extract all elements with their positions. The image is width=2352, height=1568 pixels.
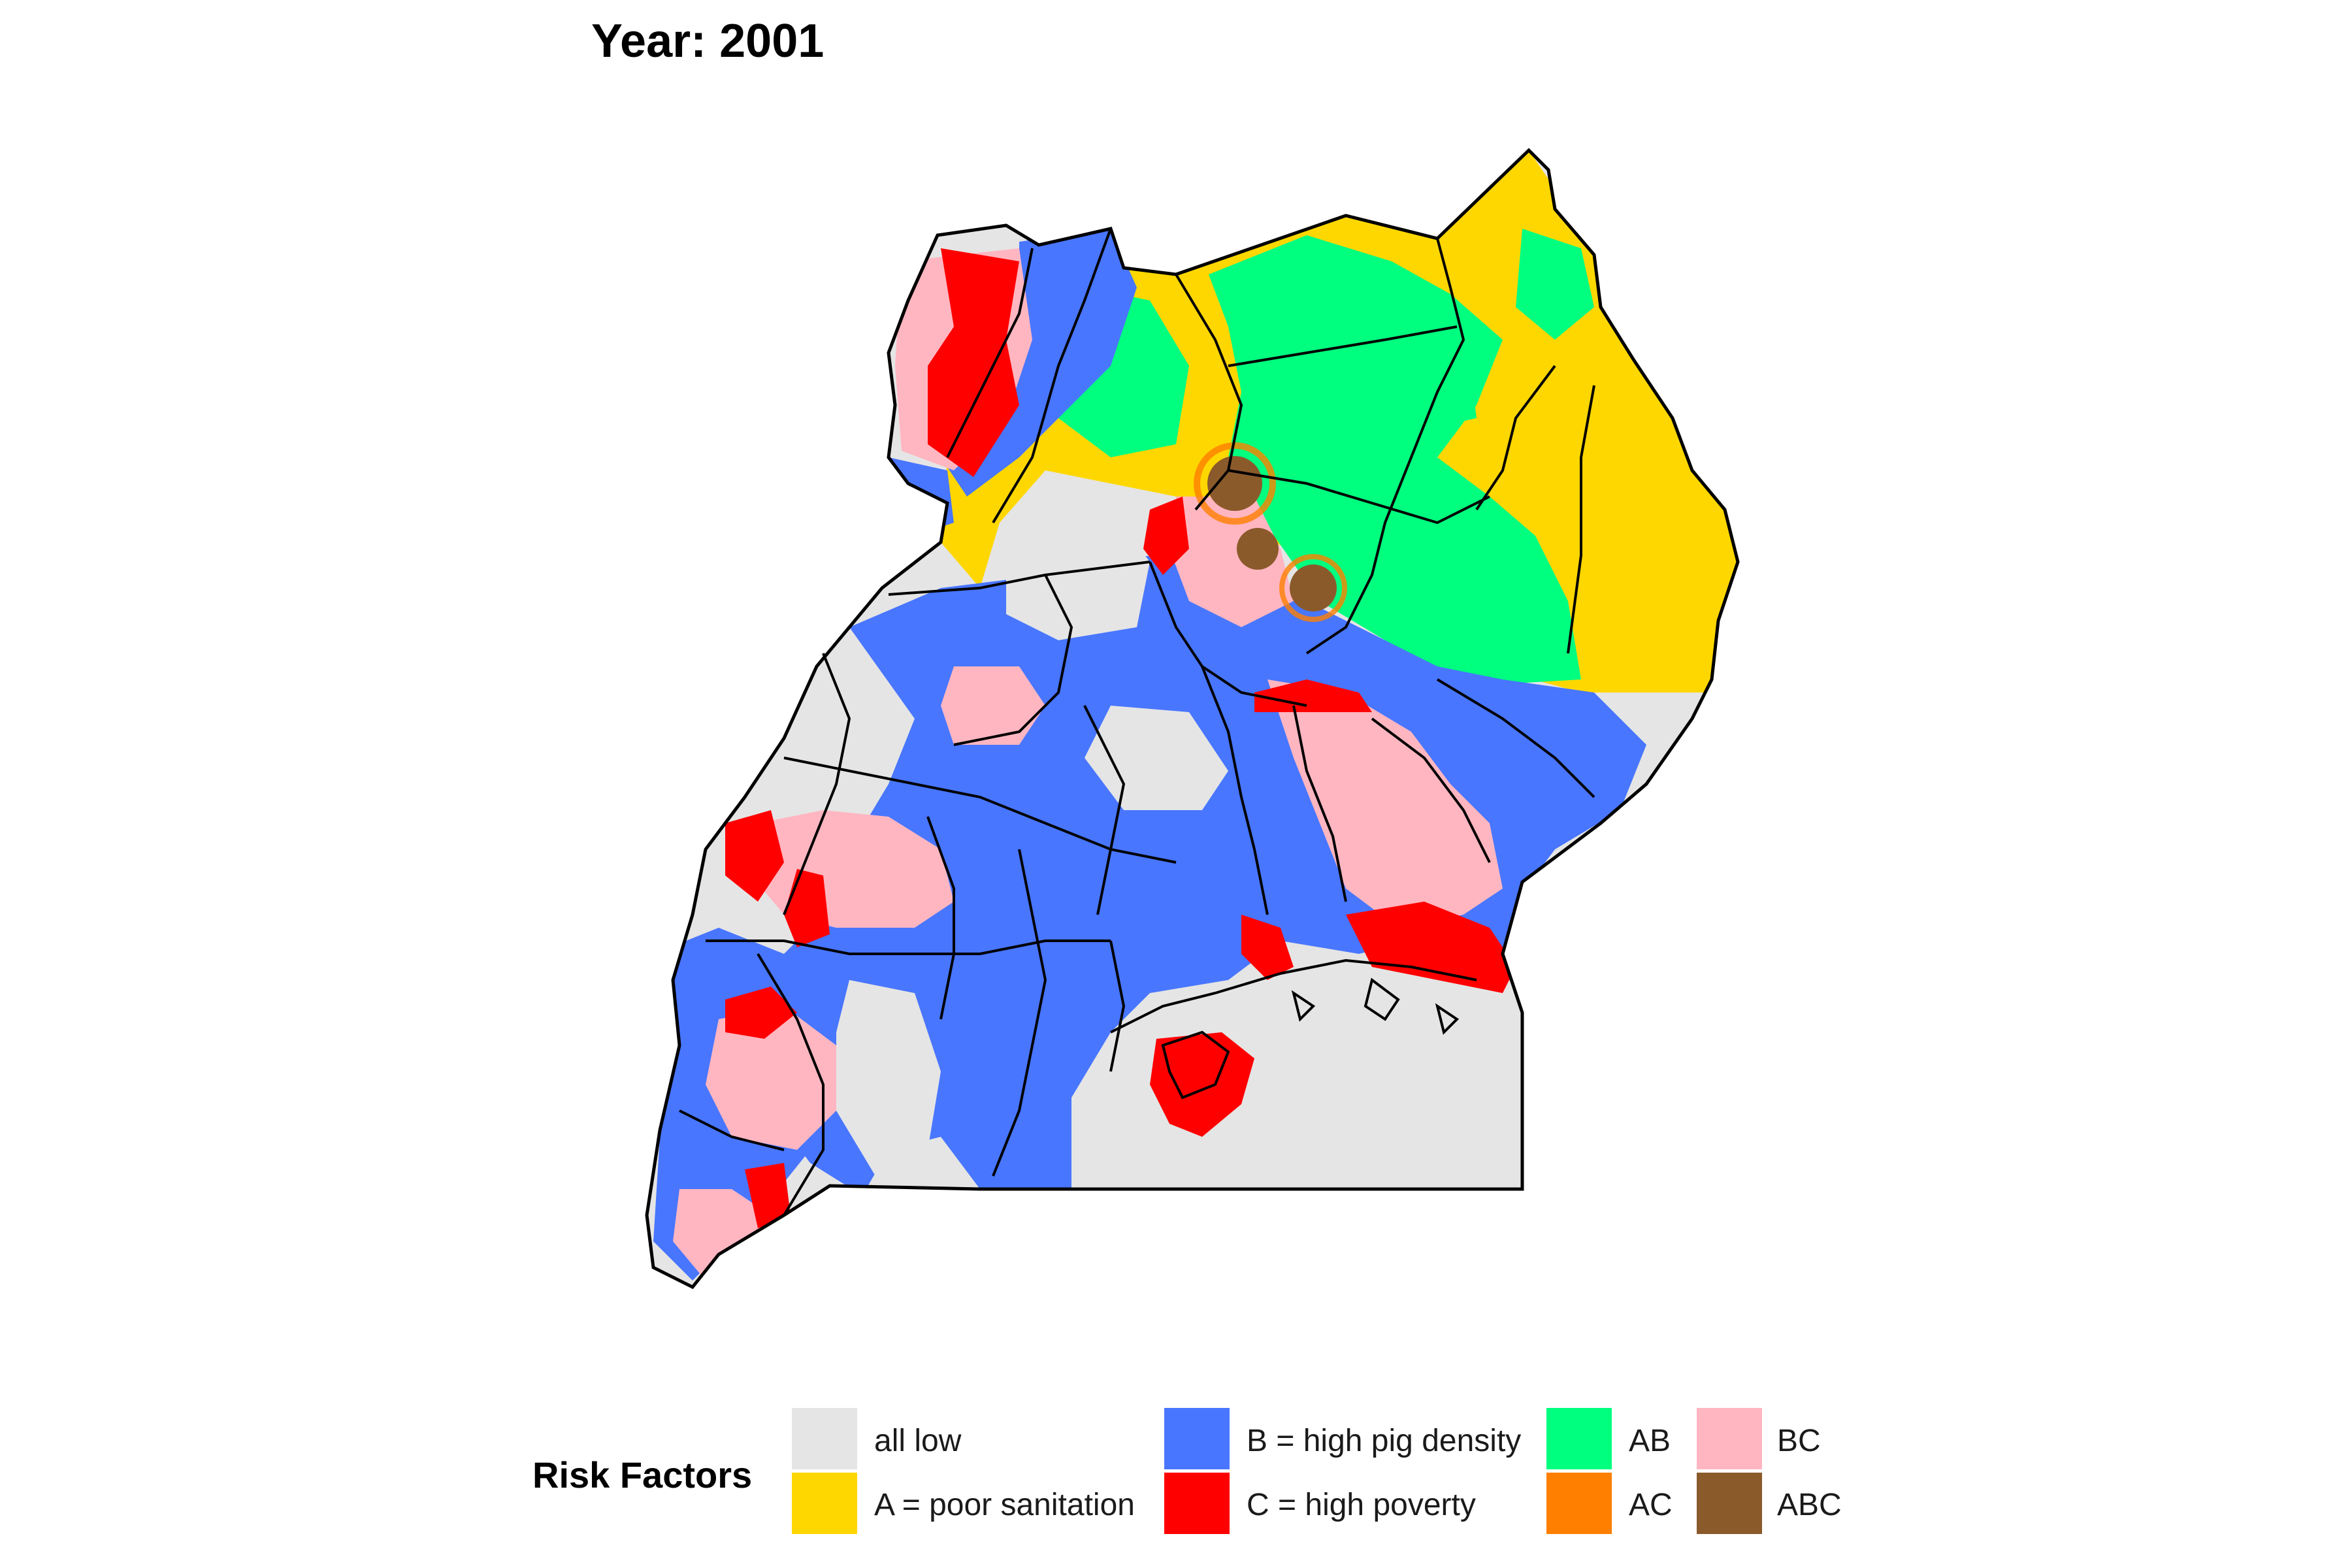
zone-abc-3 [1290,564,1337,612]
legend-label-a: A = poor sanitation [874,1488,1135,1522]
risk-raster [647,150,1738,1287]
zone-ab-scatter [1385,353,1477,431]
legend-label-b: B = high pig density [1247,1424,1522,1458]
zone-c-far-southwest [745,1163,791,1228]
legend-label-bc: BC [1777,1424,1821,1458]
zone-bc-southwest [706,1006,836,1150]
legend-swatch-c [1164,1473,1230,1534]
zone-ab-east-patch [1516,229,1594,340]
zone-all-low-southwest [836,980,941,1176]
legend-swatch-abc [1697,1473,1762,1534]
zone-c-west-1 [725,810,784,902]
legend-swatch-bc [1697,1408,1762,1469]
zone-c-westnile [928,248,1019,477]
legend-label-ab: AB [1629,1424,1671,1458]
zone-c-east-lakeshore [1346,902,1516,993]
zone-c-east-band [1254,679,1372,712]
legend-swatch-a [792,1473,857,1534]
uganda-risk-map [645,148,1740,1290]
zone-c-north-spot [1143,497,1189,575]
zone-bc-east [1267,679,1503,928]
zone-ac-ring-2 [1279,554,1347,622]
zone-ac-ring [1194,442,1276,525]
district-boundaries [679,228,1595,1217]
legend-label-abc: ABC [1777,1488,1842,1522]
legend-label-c: C = high poverty [1247,1488,1476,1522]
zone-all-low-north-central [1006,510,1150,640]
zone-c-southwest [725,987,797,1039]
zone-lake-victoria [1104,980,1522,1189]
zone-abc-1 [1207,456,1262,511]
legend-label-all-low: all low [874,1424,962,1458]
legend-label-ac: AC [1629,1488,1673,1522]
legend-swatch-b [1164,1408,1230,1469]
legend-swatch-ab [1546,1408,1612,1469]
country-boundary [645,148,1740,1290]
lake-islands [1110,958,1477,1100]
legend-swatch-all-low [792,1408,857,1469]
zone-all-low-central [1085,706,1228,810]
legend-swatch-ac [1546,1473,1612,1534]
zone-bc-west-central [941,666,1045,745]
zone-abc-2 [1237,528,1279,570]
map-title: Year: 2001 [591,15,825,67]
zone-c-lakeshore [1241,915,1294,980]
legend-title: Risk Factors [532,1454,753,1495]
zone-c-islands [1150,1032,1254,1137]
